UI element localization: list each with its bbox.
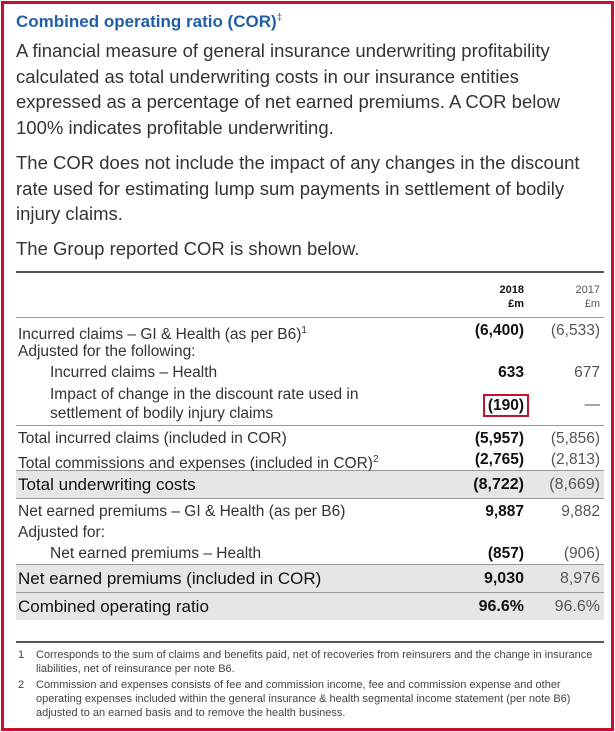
header-2018: 2018 £m — [500, 283, 524, 311]
footnotes: 1 Corresponds to the sum of claims and b… — [16, 648, 602, 722]
divider — [16, 498, 604, 499]
row-label: Total underwriting costs — [18, 475, 196, 494]
footnote-number: 2 — [18, 679, 25, 691]
section-title-text: Combined operating ratio (COR) — [16, 12, 277, 31]
header-year-2018: 2018 — [499, 284, 524, 296]
value-2017: 8,976 — [559, 570, 600, 587]
section-title: Combined operating ratio (COR)‡ — [16, 12, 282, 32]
row-label: Net earned premiums – GI & Health (as pe… — [18, 503, 346, 520]
row-label: Impact of change in the discount rate us… — [50, 385, 358, 423]
value-2017: — — [584, 396, 601, 413]
divider — [16, 317, 604, 318]
divider — [16, 592, 604, 593]
divider — [16, 425, 604, 426]
value-2017: (6,533) — [550, 322, 600, 339]
value-2017: (8,669) — [549, 476, 600, 493]
row-label: Adjusted for the following: — [18, 343, 196, 360]
value-2018: (5,957) — [474, 430, 524, 447]
footnote-ref: 2 — [372, 454, 379, 465]
footnote: 2 Commission and expenses consists of fe… — [16, 678, 602, 720]
row-label: Net earned premiums (included in COR) — [18, 569, 322, 588]
divider — [16, 641, 604, 643]
row-label: Adjusted for: — [18, 524, 106, 541]
value-2017: (2,813) — [550, 451, 600, 468]
value-2017: 677 — [574, 364, 600, 381]
value-2017: 9,882 — [561, 503, 600, 520]
table-row: Net earned premiums – GI & Health (as pe… — [16, 501, 604, 522]
row-label-text: Total commissions and expenses (included… — [18, 455, 373, 473]
row-label: Net earned premiums – Health — [50, 545, 262, 562]
row-label: Total incurred claims (included in COR) — [18, 430, 287, 447]
value-2018: 633 — [498, 364, 524, 381]
cor-table: 2018 £m 2017 £m Incurred claims – GI & H… — [16, 271, 604, 620]
table-row: Incurred claims – GI & Health (as per B6… — [16, 320, 604, 343]
row-label: Incurred claims – Health — [50, 364, 218, 381]
value-2018: (6,400) — [474, 322, 524, 339]
footnote: 1 Corresponds to the sum of claims and b… — [16, 648, 602, 676]
value-2018: (2,765) — [474, 451, 524, 468]
row-label-text: Incurred claims – GI & Health (as per B6… — [18, 326, 302, 344]
intro-paragraph: The Group reported COR is shown below. — [16, 238, 360, 259]
value-2017: 96.6% — [554, 598, 600, 615]
footnote-ref: 1 — [301, 325, 307, 336]
header-unit-2018: £m — [508, 298, 524, 310]
divider — [16, 470, 604, 471]
table-row: Net earned premiums – Health (857) (906) — [16, 543, 604, 564]
table-row: Total incurred claims (included in COR) … — [16, 428, 604, 449]
row-label-line: Impact of change in the discount rate us… — [50, 386, 359, 403]
value-2018: 9,887 — [485, 503, 524, 520]
title-footnote-mark: ‡ — [276, 12, 283, 24]
row-label: Combined operating ratio — [18, 597, 209, 616]
table-row: Total commissions and expenses (included… — [16, 449, 604, 472]
table-row: Adjusted for the following: — [16, 341, 604, 362]
value-2018: 9,030 — [483, 570, 524, 587]
exclusion-paragraph: The COR does not include the impact of a… — [16, 152, 580, 224]
definition-paragraph: A financial measure of general insurance… — [16, 40, 560, 138]
footnote-text: Corresponds to the sum of claims and ben… — [36, 649, 593, 675]
footnote-text: Commission and expenses consists of fee … — [36, 679, 571, 719]
table-header: 2018 £m 2017 £m — [16, 271, 604, 317]
table-row-total: Total underwriting costs (8,722) (8,669) — [16, 471, 604, 498]
table-row: Adjusted for: — [16, 522, 604, 543]
row-label: Incurred claims – GI & Health (as per B6… — [18, 320, 307, 345]
row-label-line: settlement of bodily injury claims — [50, 405, 274, 422]
value-2018: 96.6% — [478, 598, 524, 615]
header-year-2017: 2017 — [575, 284, 600, 296]
value-2018: (8,722) — [473, 476, 524, 493]
footnote-number: 1 — [18, 649, 25, 661]
value-2017: (906) — [563, 545, 600, 562]
table-row: Impact of change in the discount rate us… — [16, 383, 604, 425]
table-row-total: Net earned premiums (included in COR) 9,… — [16, 565, 604, 592]
table-row-total: Combined operating ratio 96.6% 96.6% — [16, 593, 604, 620]
value-2018: (190) — [482, 394, 529, 417]
value-2017: (5,856) — [550, 430, 600, 447]
divider — [16, 564, 604, 565]
value-2018: (857) — [487, 545, 524, 562]
highlight-box: (190) — [482, 394, 529, 417]
row-label: Total commissions and expenses (included… — [18, 449, 379, 474]
header-2017: 2017 £m — [576, 283, 600, 311]
header-unit-2017: £m — [584, 298, 600, 310]
table-row: Incurred claims – Health 633 677 — [16, 362, 604, 383]
